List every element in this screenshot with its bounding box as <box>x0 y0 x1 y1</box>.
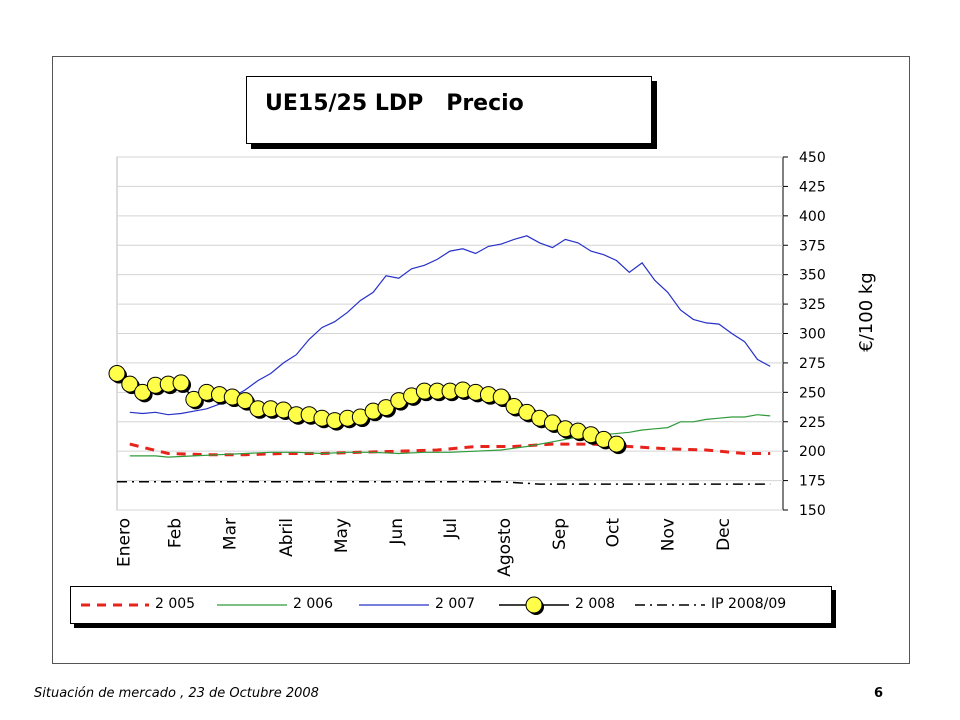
series-2008-marker <box>134 383 152 401</box>
y-tick-label: 350 <box>799 268 826 284</box>
y-tick-label: 450 <box>799 150 826 166</box>
x-tick-label: Oct <box>604 518 624 548</box>
legend-label: 2 008 <box>575 596 616 612</box>
y-tick-label: 175 <box>799 474 826 490</box>
legend-label: 2 005 <box>155 596 196 612</box>
x-tick-label: Agosto <box>495 518 515 577</box>
y-tick-label: 225 <box>799 415 826 431</box>
chart-title: UE15/25 LDP Precio <box>265 91 524 116</box>
y-tick-label: 325 <box>799 297 826 313</box>
x-tick-label: Abril <box>277 518 297 557</box>
series-2008-marker <box>108 365 126 383</box>
y-axis-label: €/100 kg <box>856 272 877 351</box>
legend-label: 2 007 <box>435 596 476 612</box>
x-tick-label: Sep <box>550 518 570 550</box>
y-tick-label: 300 <box>799 327 826 343</box>
series-ip-2008-09-line <box>117 481 771 485</box>
y-tick-label: 200 <box>799 444 826 460</box>
y-tick-label: 425 <box>799 179 826 195</box>
y-tick-label: 375 <box>799 238 826 254</box>
series-2008-marker <box>121 375 139 393</box>
legend-symbols <box>81 596 705 615</box>
y-tick-label: 250 <box>799 385 826 401</box>
x-tick-label: Jul <box>441 518 461 540</box>
x-tick-label: Jun <box>387 518 407 546</box>
x-tick-label: Dec <box>714 518 734 551</box>
x-tick-label: Nov <box>659 518 679 551</box>
series-2005-line <box>129 442 771 457</box>
legend-label: IP 2008/09 <box>711 596 787 612</box>
series-2008-marker <box>185 390 203 408</box>
x-tick-label: Feb <box>166 518 186 548</box>
legend-label: 2 006 <box>293 596 334 612</box>
legend: 2 005 2 006 2 007 2 008 IP 2008/09 <box>70 586 832 624</box>
series-2008-marker <box>492 388 510 406</box>
page-number: 6 <box>874 686 884 701</box>
series-2008-marker <box>608 435 625 453</box>
series-2008-marker <box>236 392 254 410</box>
chart-title-box: UE15/25 LDP Precio <box>246 76 652 144</box>
slide-frame <box>52 56 910 664</box>
series-2008-marker <box>172 374 190 392</box>
legend-marker <box>525 596 543 614</box>
footer-text: Situación de mercado , 23 de Octubre 200… <box>34 686 319 701</box>
y-tick-label: 275 <box>799 356 826 372</box>
y-tick-label: 150 <box>799 503 826 519</box>
x-tick-label: Mar <box>221 518 241 550</box>
x-tick-label: Enero <box>114 518 134 567</box>
y-tick-label: 400 <box>799 209 826 225</box>
series-2006-line <box>129 414 771 458</box>
x-tick-label: May <box>332 518 352 553</box>
series-2008-marker <box>377 399 395 417</box>
